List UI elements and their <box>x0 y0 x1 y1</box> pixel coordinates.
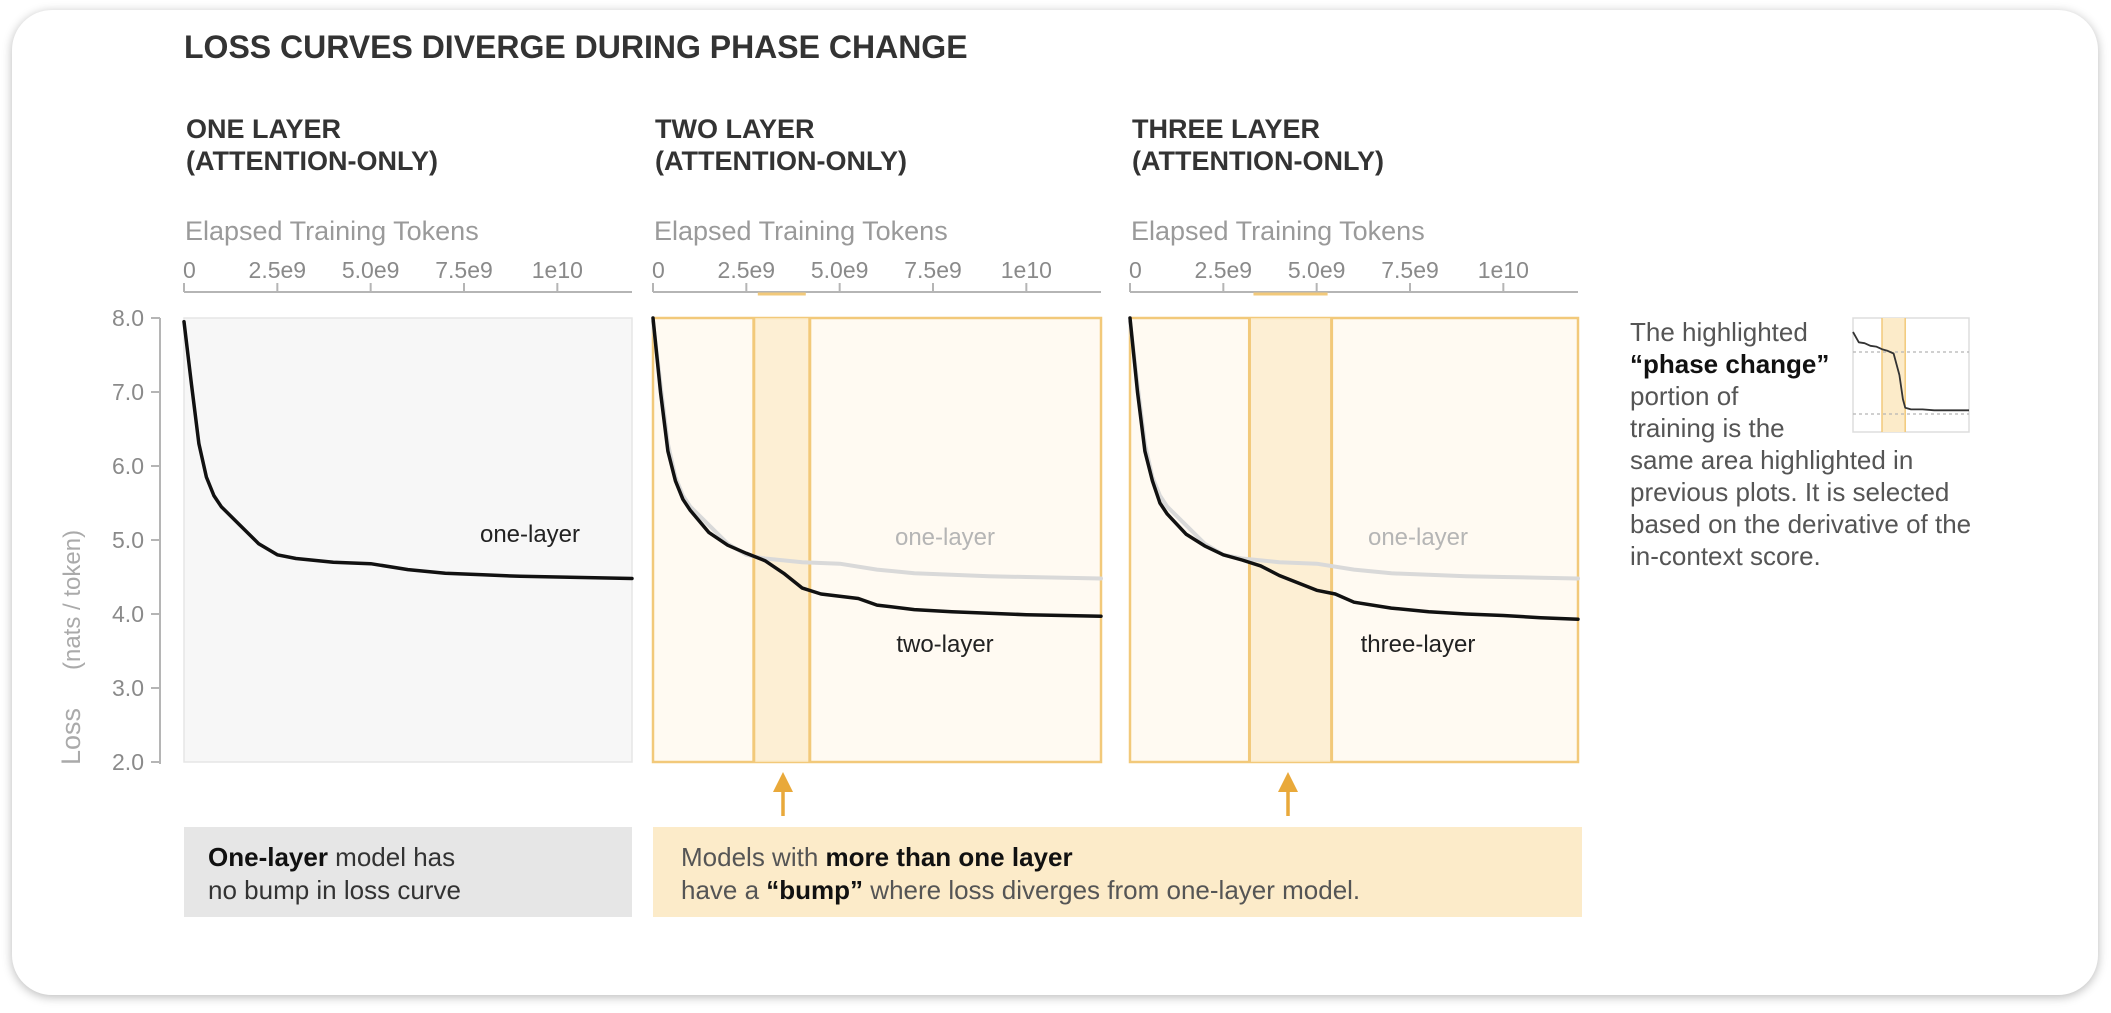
callout-multi-line2-bold: “bump” <box>766 875 864 905</box>
x-tick-label: 2.5e9 <box>1195 257 1253 283</box>
x-tick-label: 2.5e9 <box>718 257 776 283</box>
figure-title: LOSS CURVES DIVERGE DURING PHASE CHANGE <box>184 29 968 65</box>
side-note-rest: portion of training is the same area high… <box>1630 380 1990 572</box>
y-axis-label: Loss <box>56 708 86 765</box>
panel-title-line1: TWO LAYER <box>655 114 815 144</box>
x-tick-label: 5.0e9 <box>811 257 869 283</box>
y-axis: Loss (nats / token) 8.0 7.0 6.0 5.0 4.0 3.0 2.… <box>56 305 161 775</box>
phase-arrow-two-layer-head <box>773 772 793 792</box>
y-tick-label: 6.0 <box>112 453 144 479</box>
panel-plot-area <box>1128 316 1580 764</box>
side-note: The highlighted “phase change” portion o… <box>1630 316 1990 572</box>
series-line-three-layer <box>1128 316 1580 621</box>
panel-1: ONE LAYER(ATTENTION-ONLY) Elapsed Trainin… <box>182 114 634 763</box>
callout-multi-line1-pre: Models with <box>681 842 826 872</box>
side-note-rest-wide: same area highlighted in previous plots.… <box>1630 445 1972 571</box>
series-label-two-layer: two-layer <box>896 631 993 658</box>
x-axis-label: Elapsed Training Tokens <box>185 216 479 246</box>
panel-plot-area <box>651 316 1103 764</box>
x-tick-label: 5.0e9 <box>342 257 400 283</box>
y-tick-label: 7.0 <box>112 379 144 405</box>
series-line-one-layer <box>182 319 634 581</box>
side-note-line1: The highlighted <box>1630 317 1808 347</box>
x-tick-label: 0 <box>183 257 196 283</box>
callout-one-layer: One-layer model has no bump in loss curv… <box>184 827 632 917</box>
callout-one-layer-rest: model has <box>327 842 456 872</box>
y-tick-label: 8.0 <box>112 305 144 331</box>
y-tick-label: 3.0 <box>112 675 144 701</box>
series-label-three-layer: three-layer <box>1361 631 1476 658</box>
panel-plot-area <box>183 317 633 763</box>
side-note-rest-narrow: portion of training is the <box>1630 381 1785 443</box>
phase-change-band <box>753 318 810 762</box>
inset-phase-band <box>1882 318 1906 432</box>
inset-frame <box>1852 317 1970 433</box>
callout-multi-line2-pre: have a <box>681 875 767 905</box>
y-tick-label: 5.0 <box>112 527 144 553</box>
y-tick-label: 4.0 <box>112 601 144 627</box>
inset-curve <box>1852 331 1969 412</box>
inset-chart <box>1852 317 1970 433</box>
x-tick-label: 7.5e9 <box>435 257 493 283</box>
x-tick-label: 5.0e9 <box>1288 257 1346 283</box>
x-axis-label: Elapsed Training Tokens <box>654 216 948 246</box>
y-tick-label: 2.0 <box>112 749 144 775</box>
series-label-one-layer: one-layer <box>1368 524 1468 551</box>
x-tick-label: 7.5e9 <box>1381 257 1439 283</box>
series-label-one-layer: one-layer <box>895 524 995 551</box>
callout-multi-line2-post: where loss diverges from one-layer model… <box>863 875 1361 905</box>
panel-3: THREE LAYER(ATTENTION-ONLY) Elapsed Train… <box>1128 114 1580 764</box>
x-tick-label: 1e10 <box>1001 257 1052 283</box>
x-axis-label: Elapsed Training Tokens <box>1131 216 1425 246</box>
panel-title-line1: THREE LAYER <box>1132 114 1320 144</box>
x-tick-label: 1e10 <box>1478 257 1529 283</box>
callout-multi-layer: Models with more than one layer have a “… <box>653 827 1582 917</box>
y-axis-unit: (nats / token) <box>59 530 86 670</box>
x-tick-label: 2.5e9 <box>249 257 307 283</box>
phase-arrow-three-layer-head <box>1278 772 1298 792</box>
phase-change-band <box>1249 318 1332 762</box>
series-line-two-layer <box>651 316 1103 618</box>
panel-2: TWO LAYER(ATTENTION-ONLY) Elapsed Trainin… <box>651 114 1103 764</box>
panel-title-line2: (ATTENTION-ONLY) <box>1132 146 1384 176</box>
side-note-bold: “phase change” <box>1630 349 1830 379</box>
x-tick-label: 0 <box>1129 257 1142 283</box>
panel-title-line2: (ATTENTION-ONLY) <box>655 146 907 176</box>
x-tick-label: 1e10 <box>532 257 583 283</box>
panel-title-line1: ONE LAYER <box>186 114 341 144</box>
callout-one-layer-bold: One-layer <box>208 842 328 872</box>
x-tick-label: 7.5e9 <box>904 257 962 283</box>
x-tick-label: 0 <box>652 257 665 283</box>
callout-one-layer-line2: no bump in loss curve <box>208 875 461 905</box>
panel-title-line2: (ATTENTION-ONLY) <box>186 146 438 176</box>
callout-multi-line1-bold: more than one layer <box>825 842 1073 872</box>
series-label-one-layer: one-layer <box>480 521 580 548</box>
